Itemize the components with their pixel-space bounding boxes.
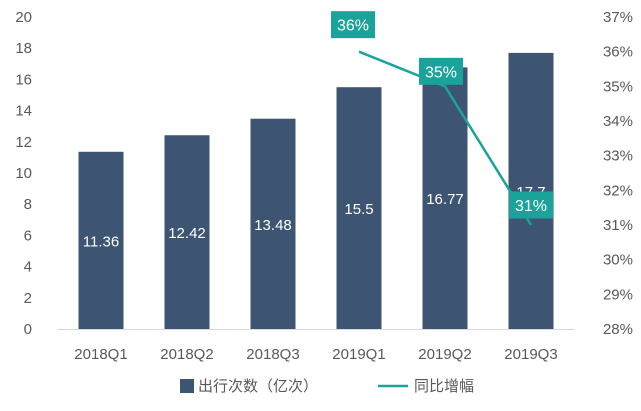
y-tick-left: 16 [15, 71, 32, 88]
x-tick-label: 2018Q1 [74, 346, 127, 363]
line-label-box [419, 57, 463, 85]
x-tick-label: 2019Q3 [504, 346, 557, 363]
bar-value-label: 13.48 [254, 217, 292, 234]
bar-2018Q1 [78, 151, 124, 329]
line-label-box [509, 191, 553, 219]
y-tick-left: 20 [15, 9, 32, 26]
y-tick-right: 35% [603, 78, 633, 95]
y-tick-left: 4 [24, 259, 32, 276]
y-tick-left: 6 [24, 227, 32, 244]
y-tick-right: 37% [603, 9, 633, 26]
y-tick-left: 0 [24, 321, 32, 338]
y-tick-right: 28% [603, 321, 633, 338]
x-tick-label: 2019Q2 [418, 346, 471, 363]
legend-swatch-bar [180, 379, 194, 393]
bar-value-label: 15.5 [344, 201, 373, 218]
y-tick-right: 30% [603, 252, 633, 269]
growth-line [358, 50, 533, 226]
y-tick-left: 18 [15, 40, 32, 57]
bar-value-label: 12.42 [168, 225, 206, 242]
line-value-label: 31% [515, 198, 547, 215]
x-tick-label: 2019Q1 [332, 346, 385, 363]
y-tick-left: 14 [15, 103, 32, 120]
y-tick-left: 8 [24, 196, 32, 213]
y-tick-left: 12 [15, 134, 32, 151]
bar-value-label: 16.77 [426, 191, 464, 208]
x-tick-label: 2018Q3 [246, 346, 299, 363]
bar-2019Q3 [508, 52, 554, 329]
y-tick-right: 32% [603, 182, 633, 199]
y-tick-right: 33% [603, 148, 633, 165]
bar-2018Q3 [250, 118, 296, 329]
bar-value-label: 11.36 [83, 233, 119, 250]
y-tick-left: 2 [24, 290, 32, 307]
y-tick-right: 36% [603, 44, 633, 61]
line-label-box [331, 11, 375, 39]
bar-2019Q1 [336, 87, 382, 329]
line-value-label: 35% [425, 64, 457, 81]
legend-label-line: 同比增幅 [414, 378, 474, 395]
bar-2018Q2 [164, 135, 210, 329]
legend-label-bar: 出行次数（亿次） [198, 378, 318, 395]
y-tick-right: 29% [603, 286, 633, 303]
y-tick-right: 31% [603, 217, 633, 234]
x-tick-label: 2018Q2 [160, 346, 213, 363]
y-tick-right: 34% [603, 113, 633, 130]
line-value-label: 36% [337, 18, 369, 35]
y-tick-left: 10 [15, 165, 32, 182]
